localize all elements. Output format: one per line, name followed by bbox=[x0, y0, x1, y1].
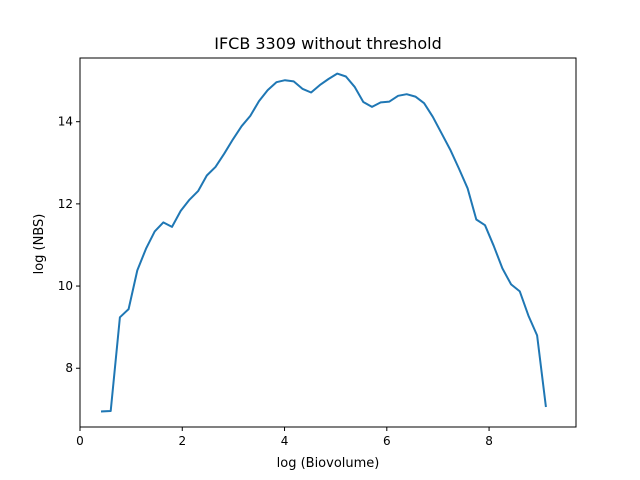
x-tick-label: 6 bbox=[383, 434, 391, 448]
y-tick-label: 12 bbox=[58, 197, 73, 211]
plot-frame bbox=[79, 57, 577, 428]
chart-title: IFCB 3309 without threshold bbox=[214, 34, 442, 53]
x-axis-label: log (Biovolume) bbox=[277, 456, 380, 471]
series-line bbox=[100, 72, 547, 413]
x-tick-label: 4 bbox=[281, 434, 289, 448]
x-axis-ticks: 0 2 4 6 8 bbox=[76, 427, 493, 448]
y-tick-label: 8 bbox=[65, 361, 73, 375]
y-axis-label: log (NBS) bbox=[32, 214, 47, 275]
y-tick-label: 14 bbox=[58, 115, 73, 129]
x-tick-label: 8 bbox=[485, 434, 493, 448]
y-axis-ticks: 8 10 12 14 bbox=[58, 115, 80, 375]
y-tick-label: 10 bbox=[58, 279, 73, 293]
x-tick-label: 2 bbox=[178, 434, 186, 448]
x-tick-label: 0 bbox=[76, 434, 84, 448]
